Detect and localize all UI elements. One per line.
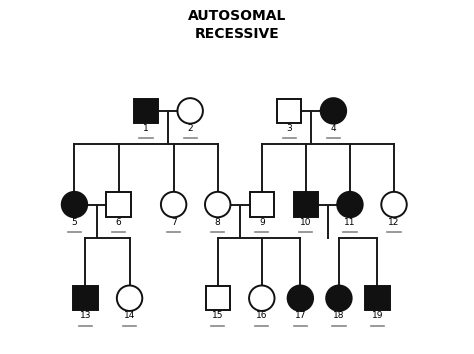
Text: 2: 2: [187, 124, 193, 133]
Text: 13: 13: [80, 311, 91, 320]
Bar: [250, 193, 274, 217]
Text: 9: 9: [259, 218, 264, 227]
Ellipse shape: [337, 192, 363, 217]
Text: 4: 4: [330, 124, 336, 133]
Bar: [365, 286, 390, 310]
Bar: [294, 193, 318, 217]
Text: 6: 6: [116, 218, 121, 227]
Ellipse shape: [288, 285, 313, 311]
Text: AUTOSOMAL
RECESSIVE: AUTOSOMAL RECESSIVE: [188, 9, 286, 41]
Ellipse shape: [62, 192, 87, 217]
Text: 19: 19: [372, 311, 383, 320]
Text: 12: 12: [388, 218, 400, 227]
Text: 5: 5: [72, 218, 77, 227]
Text: 3: 3: [286, 124, 292, 133]
Ellipse shape: [177, 98, 203, 124]
Text: 10: 10: [300, 218, 311, 227]
Bar: [206, 286, 230, 310]
Ellipse shape: [117, 285, 142, 311]
Ellipse shape: [381, 192, 407, 217]
Ellipse shape: [249, 285, 274, 311]
Text: 17: 17: [295, 311, 306, 320]
Ellipse shape: [321, 98, 346, 124]
Text: 7: 7: [171, 218, 176, 227]
Text: 1: 1: [143, 124, 149, 133]
Ellipse shape: [205, 192, 230, 217]
Bar: [134, 99, 158, 123]
Bar: [107, 193, 131, 217]
Text: 14: 14: [124, 311, 135, 320]
Ellipse shape: [326, 285, 352, 311]
Text: 16: 16: [256, 311, 267, 320]
Text: 18: 18: [333, 311, 345, 320]
Text: 11: 11: [344, 218, 356, 227]
Ellipse shape: [161, 192, 186, 217]
Bar: [73, 286, 98, 310]
Bar: [277, 99, 301, 123]
Text: 8: 8: [215, 218, 220, 227]
Text: 15: 15: [212, 311, 223, 320]
